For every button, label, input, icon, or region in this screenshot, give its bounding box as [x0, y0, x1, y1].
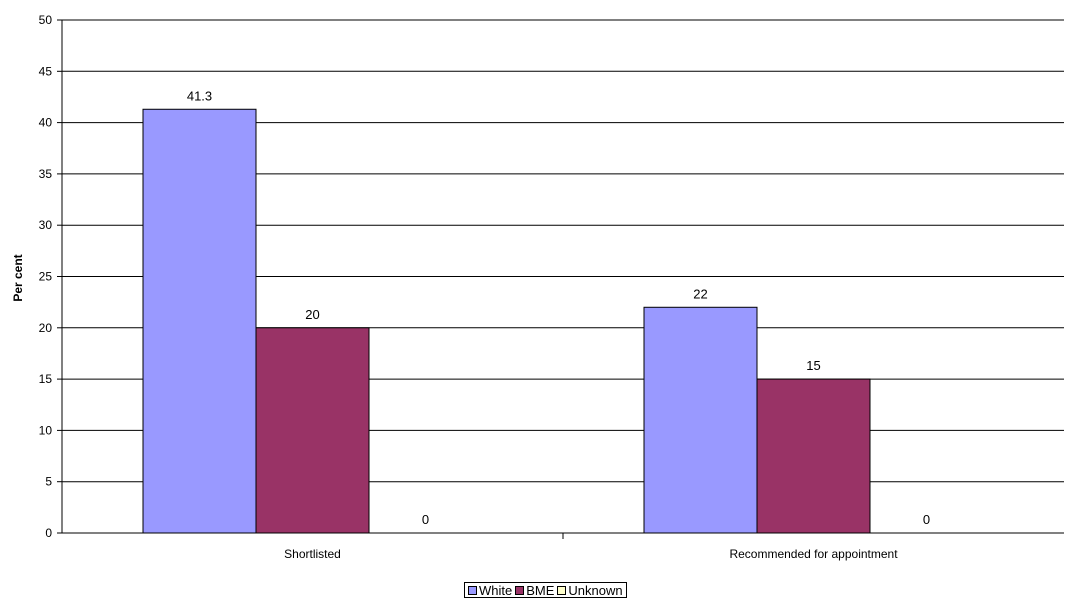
y-tick-label: 40	[39, 116, 53, 130]
bar-bme	[756, 378, 871, 534]
y-tick-label: 15	[39, 372, 53, 386]
legend-swatch	[468, 585, 477, 595]
data-label: 41.3	[187, 88, 212, 103]
legend-item-unknown: Unknown	[557, 582, 623, 598]
y-tick-label: 50	[39, 13, 53, 27]
y-tick-label: 35	[39, 167, 53, 181]
labels: 0 5 10 15 20 25 30 35 40 45 50 41.3 20 0 Shortlisted 22…	[39, 13, 930, 561]
y-tick-label: 30	[39, 218, 53, 232]
y-tick-label: 25	[39, 270, 53, 284]
data-label: 15	[806, 358, 820, 373]
bar-white	[142, 108, 257, 534]
y-tick-label: 0	[45, 526, 52, 540]
x-tick-label: Recommended for appointment	[729, 547, 898, 561]
bar-bme	[255, 327, 370, 534]
axes	[57, 19, 1064, 539]
y-tick-label: 10	[39, 423, 53, 437]
y-tick-label: 5	[45, 475, 52, 489]
bar-white	[643, 306, 758, 534]
legend-item-white: White	[468, 583, 512, 598]
legend-label: Unknown	[568, 582, 623, 598]
y-axis-label: Per cent	[11, 254, 25, 301]
data-label: 0	[923, 512, 930, 527]
legend-label: BME	[526, 582, 555, 598]
data-label: 22	[693, 286, 707, 301]
bars	[142, 108, 871, 534]
data-label: 0	[422, 512, 429, 527]
legend-swatch	[515, 585, 525, 595]
legend-swatch	[557, 585, 567, 595]
legend-item-bme: BME	[515, 583, 554, 598]
legend: White BME Unknown	[464, 582, 627, 598]
y-tick-label: 45	[39, 64, 53, 78]
legend-label: White	[479, 582, 513, 598]
y-tick-label: 20	[39, 321, 53, 335]
x-tick-label: Shortlisted	[284, 547, 341, 561]
data-label: 20	[305, 307, 319, 322]
